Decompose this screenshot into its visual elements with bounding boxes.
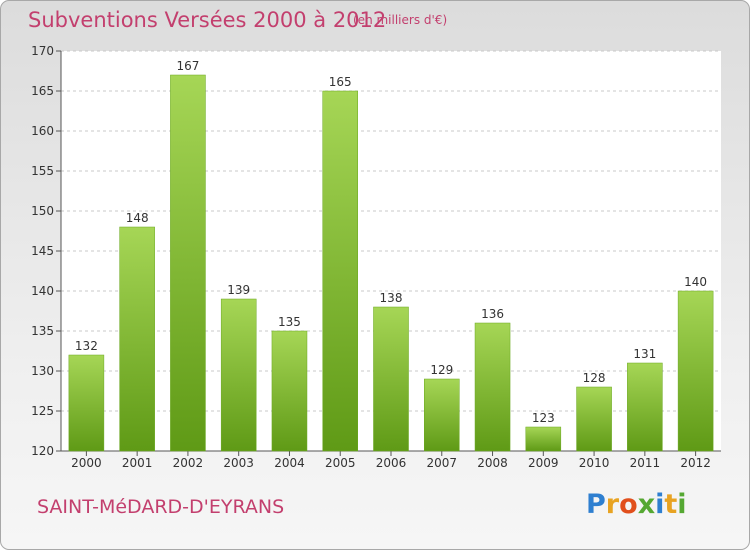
logo-letter: P [586,489,606,520]
x-tick-label: 2000 [71,456,102,470]
bar-2006 [373,306,409,452]
chart-subtitle: (en milliers d'€) [353,13,448,27]
x-tick-label: 2003 [223,456,254,470]
logo-letter: i [677,489,687,520]
bar-2012 [677,290,714,452]
bar-value-label: 129 [430,363,453,377]
y-tick-label: 150 [31,204,54,218]
bar-value-label: 138 [380,291,403,305]
logo-letter: t [664,489,678,520]
y-tick-label: 145 [31,244,54,258]
bar-2007 [424,378,460,452]
bar-value-label: 140 [684,275,707,289]
y-tick-label: 130 [31,364,54,378]
logo-letter: x [637,489,656,520]
bar-value-label: 123 [532,411,555,425]
x-tick-label: 2010 [579,456,610,470]
x-tick-label: 2004 [274,456,305,470]
logo-letter: i [655,489,665,520]
bar-2008 [474,322,511,452]
y-tick-label: 125 [31,404,54,418]
bar-2003 [220,298,257,452]
bar-value-label: 135 [278,315,301,329]
bar-value-label: 132 [75,339,98,353]
chart-title: Subventions Versées 2000 à 2012 [28,8,387,32]
x-tick-label: 2008 [477,456,508,470]
bar-2002 [170,74,206,452]
x-tick-label: 2007 [426,456,457,470]
x-tick-label: 2006 [376,456,407,470]
location-name: SAINT-MéDARD-D'EYRANS [37,496,285,518]
y-tick-label: 140 [31,284,54,298]
bars [68,74,714,452]
bar-2004 [271,330,308,452]
proxiti-logo[interactable]: Proxiti [586,489,687,520]
x-tick-label: 2002 [173,456,204,470]
labels: 120 125 130 135 140 145 150 155 160 165 170 132 2000… [31,44,711,470]
bar-value-label: 136 [481,307,504,321]
y-tick-label: 170 [31,44,54,58]
x-tick-label: 2011 [630,456,661,470]
bar-2010 [576,386,612,452]
bar-2009 [525,426,562,452]
bar-2001 [119,226,155,452]
y-tick-label: 155 [31,164,54,178]
bar-2011 [627,362,663,452]
bar-2000 [68,354,105,452]
x-tick-label: 2009 [528,456,559,470]
bar-value-label: 139 [227,283,250,297]
bar-2005 [322,90,358,452]
y-tick-label: 135 [31,324,54,338]
bar-value-label: 128 [583,371,606,385]
logo-letter: r [605,489,620,520]
bar-value-label: 167 [176,59,199,73]
x-tick-label: 2001 [122,456,153,470]
bar-value-label: 131 [633,347,656,361]
y-tick-label: 160 [31,124,54,138]
bar-value-label: 165 [329,75,352,89]
x-tick-label: 2012 [680,456,711,470]
y-tick-label: 120 [31,444,54,458]
x-tick-label: 2005 [325,456,356,470]
logo-letter: o [619,489,638,520]
y-tick-label: 165 [31,84,54,98]
bar-value-label: 148 [126,211,149,225]
